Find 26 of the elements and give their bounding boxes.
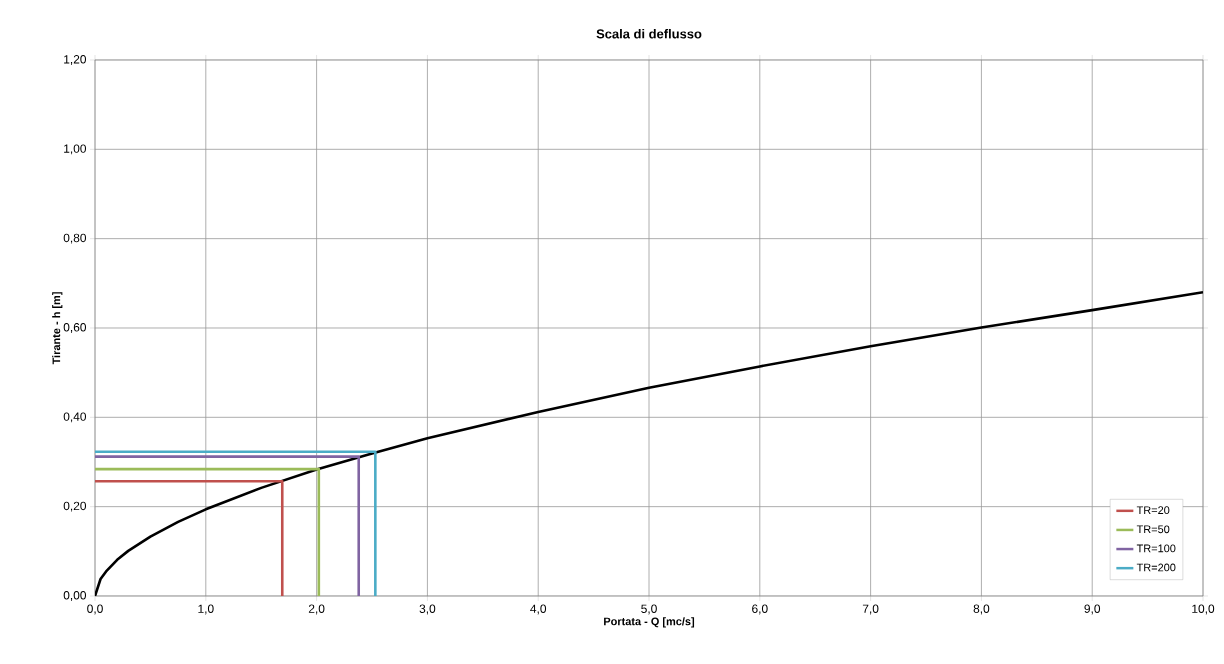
x-tick-label: 7,0 bbox=[862, 604, 879, 615]
legend-label: TR=50 bbox=[1136, 525, 1170, 534]
y-tick-label: 1,00 bbox=[64, 144, 87, 155]
x-tick-label: 10,0 bbox=[1192, 604, 1215, 615]
x-tick-label: 0,0 bbox=[87, 604, 103, 615]
line-series bbox=[95, 290, 1204, 596]
legend-label: TR=200 bbox=[1136, 563, 1176, 572]
y-axis-title: Tirante - h [m] bbox=[52, 292, 63, 365]
x-tick-label: 9,0 bbox=[1084, 604, 1101, 615]
x-tick-label: 3,0 bbox=[419, 604, 436, 615]
y-tick-label: 0,00 bbox=[63, 591, 87, 601]
legend-label: TR=20 bbox=[1136, 506, 1170, 515]
x-tick-label: 1,0 bbox=[198, 604, 214, 615]
y-tick-label: 0,40 bbox=[63, 412, 87, 423]
x-axis-title: Portata - Q [mc/s] bbox=[604, 617, 695, 628]
y-tick-label: 0,20 bbox=[63, 501, 87, 512]
y-tick-label: 1,20 bbox=[64, 55, 87, 65]
legend-label: TR=100 bbox=[1136, 544, 1176, 553]
y-tick-label: 0,80 bbox=[63, 233, 87, 244]
x-tick-label: 6,0 bbox=[752, 604, 768, 615]
y-tick-label: 0,60 bbox=[63, 323, 87, 333]
x-tick-label: 4,0 bbox=[530, 604, 547, 615]
x-tick-label: 2,0 bbox=[308, 604, 325, 615]
x-tick-label: 8,0 bbox=[973, 604, 990, 615]
x-tick-label: 5,0 bbox=[641, 604, 657, 615]
chart-title: Scala di deflusso bbox=[596, 28, 702, 39]
